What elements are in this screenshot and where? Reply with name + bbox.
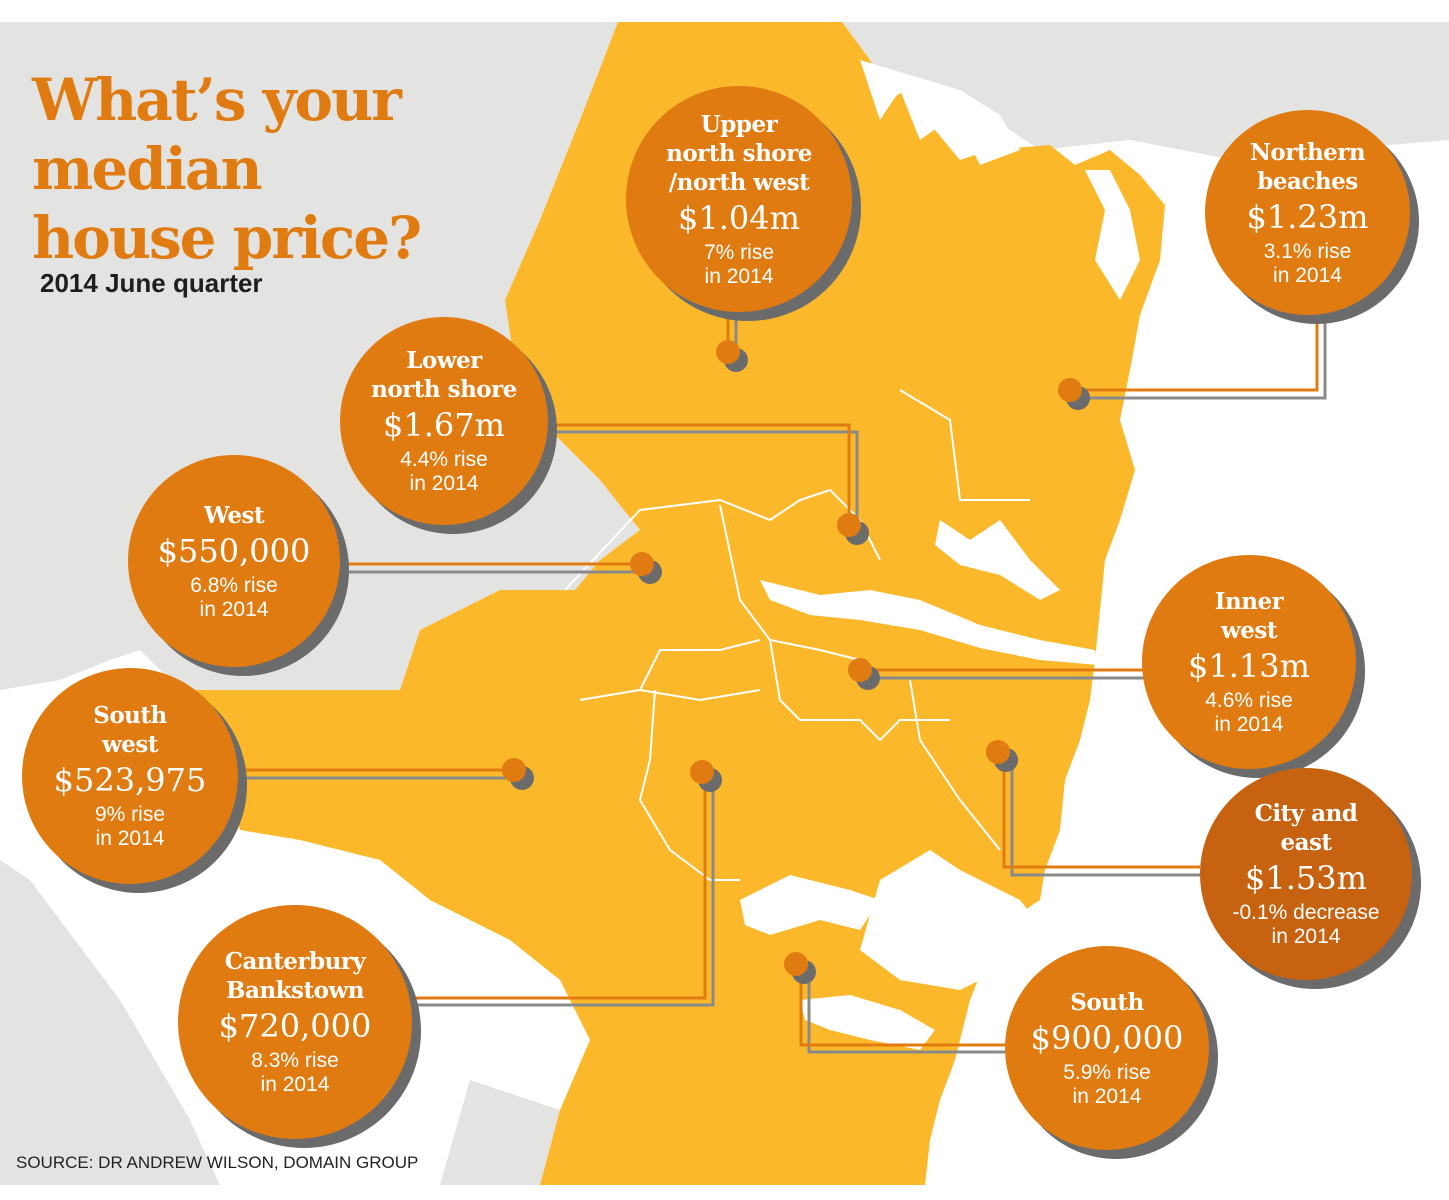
region-name-line: /north west xyxy=(668,168,810,196)
region-name-line: Canterbury xyxy=(224,948,366,975)
leader-lines xyxy=(238,302,1319,1047)
region-name-line: west xyxy=(101,731,159,758)
region-change: -0.1% decrease xyxy=(1232,901,1380,924)
grey-land-south xyxy=(440,1080,560,1185)
region-change: 4.6% rise xyxy=(1205,689,1293,712)
region-year: in 2014 xyxy=(1072,1084,1142,1108)
region-price: $1.67m xyxy=(383,406,505,444)
region-change: 5.9% rise xyxy=(1063,1060,1151,1084)
region-price: $720,000 xyxy=(218,1007,372,1045)
region-year: in 2014 xyxy=(704,264,774,288)
region-name-line: South xyxy=(93,702,167,729)
region-price: $1.04m xyxy=(678,198,800,237)
region-change: 6.8% rise xyxy=(190,573,278,597)
location-dots xyxy=(502,340,1090,984)
region-change: 4.4% rise xyxy=(400,448,488,471)
region-name-line: Lower xyxy=(406,347,482,374)
region-year: in 2014 xyxy=(260,1073,330,1096)
region-price: $1.23m xyxy=(1246,197,1369,236)
region-year: in 2014 xyxy=(1271,925,1341,948)
region-price: $550,000 xyxy=(157,531,311,570)
region-name-line: Inner xyxy=(1214,588,1284,615)
page-title: What’s your median house price? xyxy=(32,66,422,273)
botany-bay xyxy=(860,850,1040,990)
page-subtitle: 2014 June quarter xyxy=(40,268,263,298)
region-name-line: beaches xyxy=(1257,167,1358,195)
region-name-line: Upper xyxy=(700,110,778,138)
title-line-1: What’s your xyxy=(32,66,402,134)
middle-harbour xyxy=(935,520,1060,600)
region-bubble-upper-north-shore: Upper north shore /north west $1.04m 7% … xyxy=(626,86,852,312)
region-bubble-northern-beaches: Northern beaches $1.23m 3.1% rise in 201… xyxy=(1205,110,1410,315)
region-name-line: east xyxy=(1280,829,1332,856)
region-bubble-south-west: South west $523,975 9% rise in 2014 xyxy=(22,668,238,884)
region-bubble-inner-west: Inner west $1.13m 4.6% rise in 2014 xyxy=(1142,555,1356,769)
region-year: in 2014 xyxy=(1214,713,1284,736)
region-name-line: City and xyxy=(1254,800,1358,827)
region-change: 8.3% rise xyxy=(251,1049,339,1072)
georges-river xyxy=(740,875,880,935)
region-name-line: north shore xyxy=(371,376,517,403)
region-bubble-lower-north-shore: Lower north shore $1.67m 4.4% rise in 20… xyxy=(340,317,548,525)
region-price: $523,975 xyxy=(53,761,207,799)
region-year: in 2014 xyxy=(199,597,269,621)
title-line-3: house price? xyxy=(32,204,422,272)
title-line-2: median xyxy=(32,135,263,203)
parramatta-river xyxy=(760,580,1098,665)
region-year: in 2014 xyxy=(1273,263,1342,287)
region-change: 9% rise xyxy=(94,803,166,826)
grey-land-southwest xyxy=(0,860,220,1185)
region-name-line: Northern xyxy=(1249,138,1366,166)
region-price: $900,000 xyxy=(1030,1018,1184,1057)
region-change: 7% rise xyxy=(703,240,775,264)
region-change: 3.1% rise xyxy=(1263,239,1352,263)
region-bubble-city-and-east: City and east $1.53m -0.1% decrease in 2… xyxy=(1200,768,1412,980)
region-name-line: South xyxy=(1070,988,1144,1016)
hawkesbury-river xyxy=(860,60,1020,165)
region-price: $1.13m xyxy=(1188,647,1310,685)
region-name-line: north shore xyxy=(666,139,812,167)
region-name-line: West xyxy=(203,501,265,529)
region-bubble-south: South $900,000 5.9% rise in 2014 xyxy=(1005,946,1209,1150)
region-year: in 2014 xyxy=(409,472,479,495)
region-name-line: Bankstown xyxy=(226,977,364,1004)
pittwater xyxy=(1085,170,1140,300)
port-hacking xyxy=(800,995,935,1050)
leader-lines-shadow xyxy=(240,310,1327,1054)
region-bubble-west: West $550,000 6.8% rise in 2014 xyxy=(128,455,340,667)
region-bubble-canterbury-bankstown: Canterbury Bankstown $720,000 8.3% rise … xyxy=(178,905,412,1139)
region-name-line: west xyxy=(1220,617,1278,644)
source-note: SOURCE: DR ANDREW WILSON, DOMAIN GROUP xyxy=(16,1153,419,1172)
region-price: $1.53m xyxy=(1245,859,1367,897)
region-year: in 2014 xyxy=(95,827,165,850)
